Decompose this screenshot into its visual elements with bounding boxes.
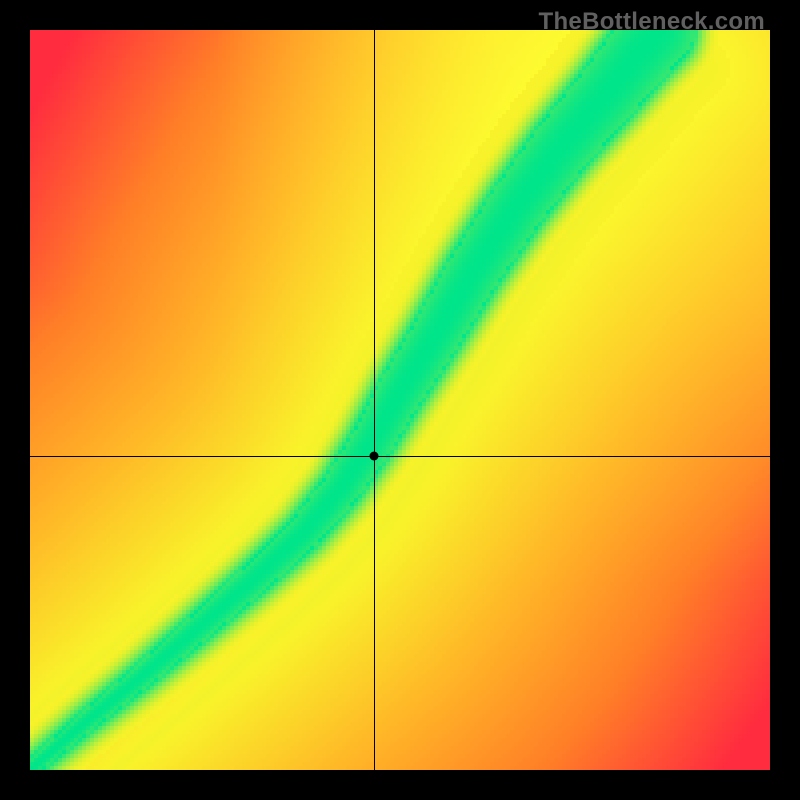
bottleneck-heatmap <box>30 30 770 770</box>
watermark: TheBottleneck.com <box>539 8 765 36</box>
crosshair-horizontal <box>30 456 770 457</box>
chart-container <box>30 30 770 770</box>
crosshair-dot <box>370 451 379 460</box>
crosshair-vertical <box>374 30 375 770</box>
